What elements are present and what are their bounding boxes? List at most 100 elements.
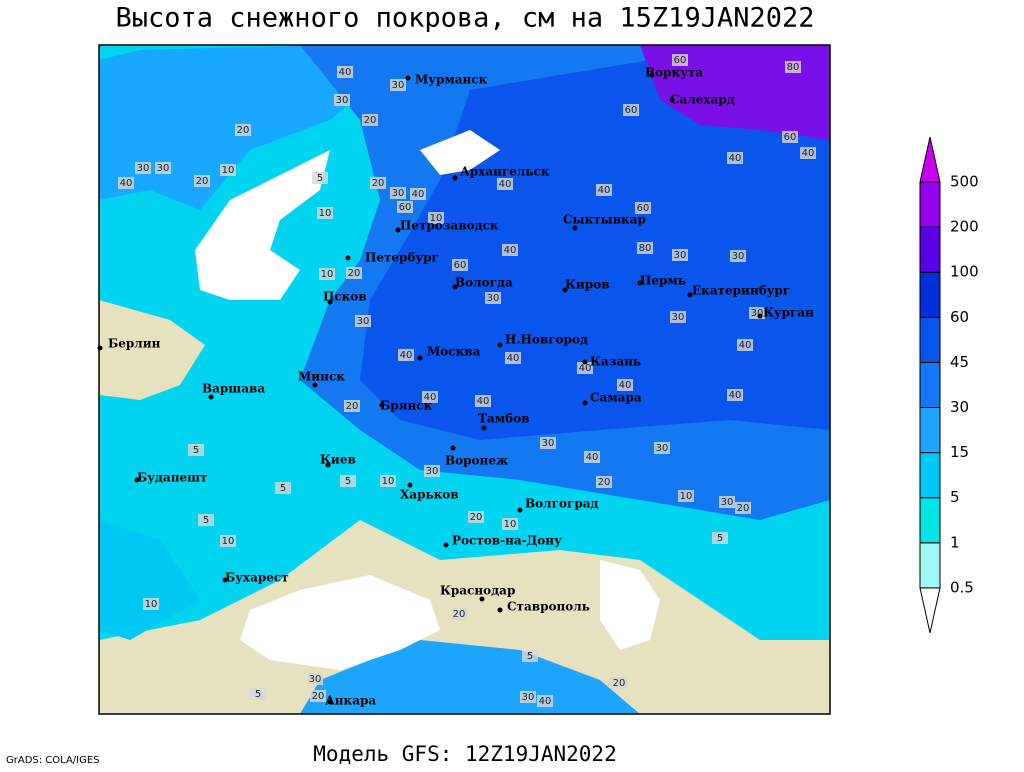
contour-label-box <box>451 608 467 620</box>
contour-label: 20 <box>312 691 325 702</box>
city-label: Петербург <box>365 251 439 265</box>
contour-label-box <box>502 518 518 530</box>
contour-label: 60 <box>625 105 638 116</box>
contour-label: 40 <box>579 363 592 374</box>
legend-label: 200 <box>950 218 979 236</box>
city-label: Курган <box>763 306 814 320</box>
contour-label-box <box>370 177 386 189</box>
contour-label-box <box>118 177 134 189</box>
contour-label-box <box>397 201 413 213</box>
contour-label-box <box>537 695 553 707</box>
contour-label: 30 <box>672 312 685 323</box>
city-label: Волгоград <box>525 497 598 511</box>
city-label: Ставрополь <box>507 600 590 614</box>
contour-label-box <box>712 532 728 544</box>
city-dot <box>417 355 423 361</box>
city-dot <box>481 425 487 431</box>
city-label: Харьков <box>400 488 459 502</box>
contour-label: 20 <box>737 503 750 514</box>
city-dot <box>327 699 333 705</box>
contour-label: 20 <box>598 477 611 488</box>
contour-label-box <box>584 451 600 463</box>
contour-label-box <box>422 391 438 403</box>
contour-label: 30 <box>357 316 370 327</box>
contour-label: 30 <box>157 163 170 174</box>
contour-label: 30 <box>309 674 322 685</box>
contour-label: 30 <box>751 308 764 319</box>
contour-label-box <box>672 54 688 66</box>
contour-label: 10 <box>319 208 332 219</box>
legend-label: 15 <box>950 443 969 461</box>
baltic-sea <box>195 150 330 300</box>
contour-label: 5 <box>255 689 261 700</box>
city-dot <box>407 482 413 488</box>
city-dot <box>452 175 458 181</box>
city-label: Екатеринбург <box>692 284 790 298</box>
city-dot <box>497 342 503 348</box>
contour-label-box <box>344 400 360 412</box>
contour-label: 10 <box>222 165 235 176</box>
contour-label-box <box>235 124 251 136</box>
city-dot <box>479 596 485 602</box>
city-label: Воронеж <box>445 454 508 468</box>
contour-label-box <box>334 94 350 106</box>
contour-label: 60 <box>454 260 467 271</box>
contour-label-box <box>194 175 210 187</box>
contour-label: 60 <box>637 203 650 214</box>
contour-label-box <box>188 444 204 456</box>
snow-area <box>300 640 640 714</box>
city-label: Воркута <box>645 66 703 80</box>
contour-label: 20 <box>237 125 250 136</box>
contour-label-box <box>540 437 556 449</box>
contour-label: 20 <box>196 176 209 187</box>
contour-label-box <box>346 267 362 279</box>
city-label: Петрозаводск <box>400 219 499 233</box>
contour-label: 5 <box>345 476 351 487</box>
city-dot <box>450 445 456 451</box>
city-dot <box>443 542 449 548</box>
city-dot <box>757 313 763 319</box>
city-label: Будапешт <box>137 471 207 485</box>
contour-label-box <box>390 79 406 91</box>
contour-label: 40 <box>729 153 742 164</box>
map-frame <box>98 44 831 715</box>
city-label: Бухарест <box>225 571 289 585</box>
city-dot <box>379 402 385 408</box>
contour-label-box <box>617 379 633 391</box>
contour-label-box <box>452 259 468 271</box>
city-label: Тамбов <box>478 412 529 426</box>
contour-label: 60 <box>674 55 687 66</box>
contour-label: 40 <box>400 350 413 361</box>
city-label: Минск <box>298 370 345 384</box>
contour-label: 60 <box>784 132 797 143</box>
contour-label-box <box>317 207 333 219</box>
city-dot <box>405 75 411 81</box>
contour-label-box <box>135 162 151 174</box>
contour-label-box <box>654 442 670 454</box>
legend-label: 60 <box>950 308 969 326</box>
contour-label: 30 <box>392 188 405 199</box>
contour-label: 30 <box>487 293 500 304</box>
contour-label-box <box>735 502 751 514</box>
contour-label-box <box>596 184 612 196</box>
legend-top-triangle <box>919 136 941 183</box>
legend-swatch <box>919 181 941 228</box>
contour-label: 20 <box>372 178 385 189</box>
city-label: Киев <box>320 453 356 467</box>
contour-label-box <box>678 490 694 502</box>
city-dot <box>327 299 333 305</box>
contour-label-box <box>310 690 326 702</box>
contour-label: 5 <box>317 173 323 184</box>
legend-label: 500 <box>950 173 979 191</box>
contour-label-box <box>312 172 328 184</box>
city-dot <box>637 280 643 286</box>
legend-swatch <box>919 542 941 589</box>
city-dot <box>687 292 693 298</box>
contour-label-box <box>623 104 639 116</box>
contour-label-box <box>275 482 291 494</box>
legend-label: 5 <box>950 488 960 506</box>
contour-label: 60 <box>399 202 412 213</box>
